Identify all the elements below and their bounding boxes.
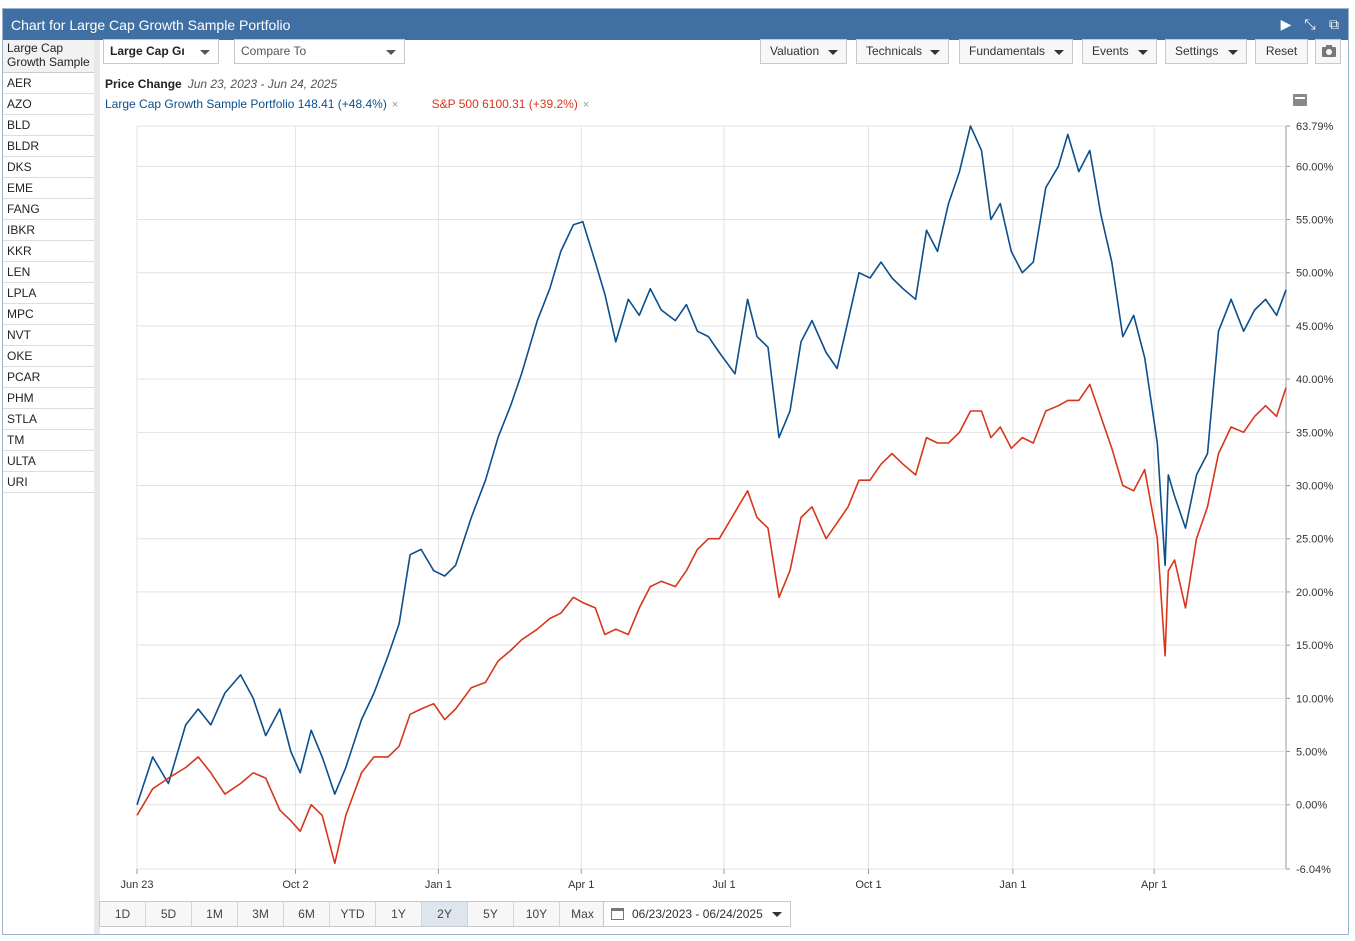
camera-icon	[1322, 45, 1336, 57]
y-tick-label: 20.00%	[1296, 587, 1334, 599]
remove-portfolio-icon[interactable]: ×	[391, 99, 399, 111]
legend-portfolio: Large Cap Growth Sample Portfolio 148.41…	[105, 97, 387, 111]
y-tick-label: 35.00%	[1296, 427, 1334, 439]
minimize-legend-icon[interactable]	[1293, 94, 1307, 106]
collapse-icon[interactable]: ⤡	[1304, 16, 1316, 32]
range-button-3m[interactable]: 3M	[238, 902, 284, 926]
y-tick-label: 50.00%	[1296, 268, 1334, 280]
y-tick-label: 55.00%	[1296, 215, 1334, 227]
x-tick-label: Oct 2	[282, 879, 308, 891]
chevron-down-icon	[930, 50, 940, 55]
sidebar-item-portfolio[interactable]: Large Cap Growth Sample	[3, 40, 94, 73]
sidebar-item-tm[interactable]: TM	[3, 430, 94, 451]
chevron-down-icon	[772, 912, 782, 917]
sidebar-item-ulta[interactable]: ULTA	[3, 451, 94, 472]
sidebar-item-ibkr[interactable]: IBKR	[3, 220, 94, 241]
window-title: Chart for Large Cap Growth Sample Portfo…	[11, 17, 291, 33]
events-button[interactable]: Events	[1082, 39, 1157, 64]
valuation-button[interactable]: Valuation	[760, 39, 847, 64]
y-tick-label: 30.00%	[1296, 481, 1334, 493]
sp500-line	[136, 383, 1287, 865]
sidebar-item-stla[interactable]: STLA	[3, 409, 94, 430]
chart-window: Chart for Large Cap Growth Sample Portfo…	[2, 8, 1349, 935]
compare-to-select[interactable]: Compare To	[234, 39, 405, 64]
sidebar-item-pcar[interactable]: PCAR	[3, 367, 94, 388]
range-button-1m[interactable]: 1M	[192, 902, 238, 926]
chevron-down-icon	[828, 50, 838, 55]
sidebar-item-dks[interactable]: DKS	[3, 157, 94, 178]
reset-button[interactable]: Reset	[1255, 39, 1308, 64]
y-tick-label: 0.00%	[1296, 800, 1327, 812]
popout-icon[interactable]: ⧉	[1329, 16, 1339, 32]
calendar-icon	[611, 908, 624, 920]
chevron-down-icon	[200, 50, 210, 55]
portfolio-select[interactable]: Large Cap Gı	[103, 39, 219, 64]
sidebar-item-fang[interactable]: FANG	[3, 199, 94, 220]
sidebar-item-azo[interactable]: AZO	[3, 94, 94, 115]
toolbar: Large Cap Gı Compare To Valuation Techni…	[103, 39, 1355, 66]
sidebar-item-mpc[interactable]: MPC	[3, 304, 94, 325]
range-button-2y[interactable]: 2Y	[422, 902, 468, 926]
camera-button[interactable]	[1315, 39, 1341, 64]
y-tick-label: 63.79%	[1296, 121, 1334, 133]
y-tick-label: 25.00%	[1296, 534, 1334, 546]
x-tick-label: Oct 1	[855, 879, 881, 891]
sidebar-item-kkr[interactable]: KKR	[3, 241, 94, 262]
series-legend: Large Cap Growth Sample Portfolio 148.41…	[105, 97, 589, 111]
range-button-10y[interactable]: 10Y	[514, 902, 560, 926]
sidebar-item-uri[interactable]: URI	[3, 472, 94, 493]
chevron-down-icon	[1138, 50, 1148, 55]
range-button-1y[interactable]: 1Y	[376, 902, 422, 926]
range-button-5d[interactable]: 5D	[146, 902, 192, 926]
sidebar-item-eme[interactable]: EME	[3, 178, 94, 199]
range-buttons: 1D 5D 1M 3M 6M YTD 1Y 2Y 5Y 10Y Max	[99, 901, 606, 927]
sidebar-item-aer[interactable]: AER	[3, 73, 94, 94]
play-icon[interactable]: ▶	[1280, 16, 1292, 32]
sidebar-item-phm[interactable]: PHM	[3, 388, 94, 409]
x-tick-label: Jan 1	[425, 879, 452, 891]
fundamentals-button[interactable]: Fundamentals	[959, 39, 1073, 64]
remove-sp500-icon[interactable]: ×	[582, 99, 590, 111]
sidebar-item-bld[interactable]: BLD	[3, 115, 94, 136]
date-range-label: Jun 23, 2023 - Jun 24, 2025	[187, 77, 338, 91]
y-tick-label: 60.00%	[1296, 161, 1334, 173]
y-tick-label: 45.00%	[1296, 321, 1334, 333]
sidebar-item-oke[interactable]: OKE	[3, 346, 94, 367]
x-tick-label: Jan 1	[999, 879, 1026, 891]
x-tick-label: Apr 1	[568, 879, 594, 891]
y-tick-label: 40.00%	[1296, 374, 1334, 386]
sidebar-item-nvt[interactable]: NVT	[3, 325, 94, 346]
range-button-6m[interactable]: 6M	[284, 902, 330, 926]
y-tick-label: 10.00%	[1296, 693, 1334, 705]
settings-button[interactable]: Settings	[1165, 39, 1247, 64]
y-tick-label: 5.00%	[1296, 747, 1327, 759]
range-button-1d[interactable]: 1D	[100, 902, 146, 926]
price-change-header: Price Change Jun 23, 2023 - Jun 24, 2025	[105, 77, 337, 91]
range-button-ytd[interactable]: YTD	[330, 902, 376, 926]
portfolio-line	[136, 125, 1287, 805]
chevron-down-icon	[1228, 50, 1238, 55]
price-change-label: Price Change	[105, 77, 182, 91]
range-button-5y[interactable]: 5Y	[468, 902, 514, 926]
sidebar-item-lpla[interactable]: LPLA	[3, 283, 94, 304]
x-tick-label: Apr 1	[1141, 879, 1167, 891]
legend-sp500: S&P 500 6100.31 (+39.2%)	[431, 97, 578, 111]
range-button-max[interactable]: Max	[560, 902, 605, 926]
holdings-sidebar: Large Cap Growth Sample AER AZO BLD BLDR DKS…	[3, 40, 100, 934]
technicals-button[interactable]: Technicals	[856, 39, 949, 64]
chevron-down-icon	[386, 50, 396, 55]
date-range-picker[interactable]: 06/23/2023 - 06/24/2025	[603, 901, 791, 927]
sidebar-item-bldr[interactable]: BLDR	[3, 136, 94, 157]
x-tick-label: Jul 1	[712, 879, 735, 891]
sidebar-item-len[interactable]: LEN	[3, 262, 94, 283]
y-tick-label: 15.00%	[1296, 640, 1334, 652]
title-bar: Chart for Large Cap Growth Sample Portfo…	[3, 9, 1348, 40]
chevron-down-icon	[1054, 50, 1064, 55]
y-tick-label: -6.04%	[1296, 864, 1331, 876]
x-tick-label: Jun 23	[120, 879, 153, 891]
